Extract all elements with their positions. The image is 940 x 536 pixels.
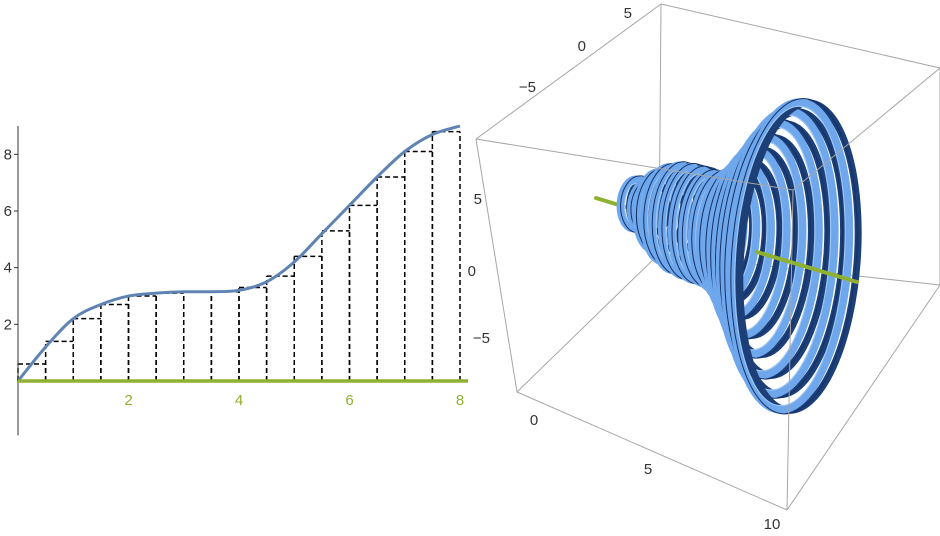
box-edge bbox=[516, 253, 660, 393]
x-tick-label: 5 bbox=[644, 461, 652, 478]
3d-axis-ticks: 5 0 −5 5 0 −5 0 5 10 bbox=[468, 5, 781, 533]
ring bbox=[726, 98, 862, 415]
z-tick-label: −5 bbox=[473, 330, 490, 347]
x-tick-label: 2 bbox=[124, 392, 132, 409]
x-tick-label: 6 bbox=[345, 392, 353, 409]
box-edge bbox=[786, 284, 940, 511]
axis-of-rotation-front bbox=[755, 250, 859, 284]
z-tick-label: 5 bbox=[474, 191, 482, 208]
box-edge bbox=[516, 391, 788, 511]
box-edge bbox=[792, 67, 940, 191]
y-tick-label: 8 bbox=[4, 146, 12, 163]
y-tick-label: 0 bbox=[578, 38, 586, 55]
x-tick-label: 8 bbox=[456, 392, 464, 409]
y-axis-ticks: 2 4 6 8 bbox=[4, 146, 12, 333]
x-tick-label: 0 bbox=[530, 412, 538, 429]
x-axis-ticks: 2 4 6 8 bbox=[124, 392, 464, 409]
box-edge bbox=[660, 3, 940, 69]
ring-outline bbox=[730, 98, 858, 415]
box-edge bbox=[475, 3, 662, 140]
x-tick-label: 4 bbox=[235, 392, 243, 409]
function-curve bbox=[16, 124, 461, 382]
revolution-rings bbox=[616, 98, 862, 415]
y-tick-label: 2 bbox=[4, 316, 12, 333]
bounding-box-front bbox=[475, 67, 940, 511]
y-tick-label: 6 bbox=[4, 203, 12, 220]
ring-edge bbox=[734, 105, 846, 407]
solid-of-revolution-plot: 5 0 −5 5 0 −5 0 5 10 bbox=[468, 3, 940, 533]
box-edge bbox=[475, 138, 794, 191]
box-edge bbox=[475, 138, 518, 393]
y-tick-label: −5 bbox=[519, 79, 536, 96]
y-tick-label: 5 bbox=[624, 5, 632, 22]
x-tick-label: 10 bbox=[764, 516, 781, 533]
box-edge bbox=[786, 189, 794, 511]
y-tick-label: 4 bbox=[4, 260, 12, 277]
riemann-rectangles bbox=[17, 130, 461, 381]
z-tick-label: 0 bbox=[468, 263, 476, 280]
riemann-sum-plot: 2 4 6 8 2 4 6 8 bbox=[4, 124, 468, 436]
